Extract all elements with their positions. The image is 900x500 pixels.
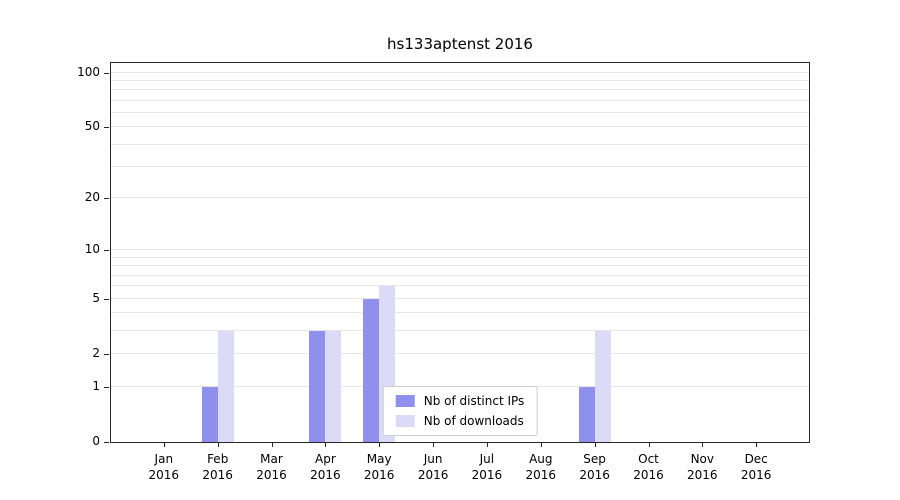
y-tick-mark — [104, 298, 109, 300]
y-tick-label: 100 — [77, 64, 100, 79]
x-tick-label: Feb 2016 — [202, 452, 233, 482]
x-tick-mark — [702, 443, 704, 447]
y-tick-label: 20 — [84, 190, 100, 205]
y-tick-label: 50 — [84, 119, 100, 134]
y-tick-mark — [104, 386, 109, 388]
legend-swatch-downloads — [395, 415, 415, 427]
x-tick-label: Apr 2016 — [310, 452, 341, 482]
x-tick-label: Oct 2016 — [633, 452, 664, 482]
gridline — [111, 297, 809, 299]
legend-swatch-distinct-ips — [395, 395, 415, 407]
x-tick-label: Jun 2016 — [417, 452, 449, 482]
gridline — [111, 71, 809, 73]
x-tick-mark — [271, 443, 273, 447]
x-tick-label: Sep 2016 — [579, 452, 610, 482]
x-tick-mark — [433, 443, 435, 447]
chart-title: hs133aptenst 2016 — [387, 35, 533, 53]
bar-nb-of-downloads — [325, 331, 342, 442]
y-tick-mark — [104, 354, 109, 356]
gridline — [111, 265, 809, 267]
gridline — [111, 143, 809, 145]
legend-item-downloads: Nb of downloads — [395, 414, 525, 428]
gridline — [111, 197, 809, 199]
bar-nb-of-downloads — [594, 331, 611, 442]
x-tick-mark — [486, 443, 488, 447]
x-tick-mark — [594, 443, 596, 447]
gridline — [111, 89, 809, 91]
y-tick-mark — [104, 198, 109, 200]
x-tick-mark — [540, 443, 542, 447]
x-tick-label: Jan 2016 — [148, 452, 180, 482]
legend-label-downloads: Nb of downloads — [423, 414, 524, 428]
y-tick-mark — [104, 442, 109, 443]
x-tick-mark — [648, 443, 650, 447]
gridline — [111, 126, 809, 128]
bar-nb-of-distinct-ips — [201, 386, 218, 442]
gridline — [111, 249, 809, 250]
legend-item-distinct-ips: Nb of distinct IPs — [395, 394, 525, 408]
gridline — [111, 285, 809, 287]
bar-nb-of-distinct-ips — [309, 331, 326, 442]
x-tick-mark — [217, 443, 219, 447]
gridline — [111, 330, 809, 331]
y-tick-label: 10 — [84, 242, 100, 256]
y-tick-label: 5 — [92, 290, 100, 305]
x-tick-mark — [325, 443, 327, 447]
bar-nb-of-downloads — [217, 331, 234, 442]
y-tick-label: 2 — [92, 346, 100, 361]
gridline — [111, 166, 809, 168]
y-tick-mark — [104, 250, 109, 251]
y-tick-label: 0 — [92, 434, 100, 448]
x-tick-label: Jul 2016 — [471, 452, 503, 482]
legend: Nb of distinct IPs Nb of downloads — [382, 386, 538, 436]
y-tick-label: 1 — [92, 378, 100, 393]
gridline — [111, 312, 809, 314]
plot-area: Nb of distinct IPs Nb of downloads — [110, 62, 810, 443]
x-tick-label: Mar 2016 — [256, 452, 287, 482]
y-tick-mark — [104, 72, 109, 74]
x-tick-label: Nov 2016 — [687, 452, 718, 482]
x-tick-label: May 2016 — [363, 452, 395, 482]
gridline — [111, 353, 809, 355]
gridline — [111, 274, 809, 276]
y-tick-mark — [104, 127, 109, 129]
x-tick-mark — [379, 443, 381, 447]
x-tick-mark — [756, 443, 758, 447]
gridline — [111, 111, 809, 113]
x-tick-mark — [163, 443, 165, 447]
bar-nb-of-distinct-ips — [363, 298, 380, 442]
gridline — [111, 99, 809, 101]
gridline — [111, 79, 809, 81]
gridline — [111, 256, 809, 258]
x-tick-label: Aug 2016 — [525, 452, 557, 482]
legend-label-distinct-ips: Nb of distinct IPs — [423, 394, 525, 408]
x-tick-label: Dec 2016 — [740, 452, 772, 482]
bar-nb-of-distinct-ips — [578, 386, 595, 442]
